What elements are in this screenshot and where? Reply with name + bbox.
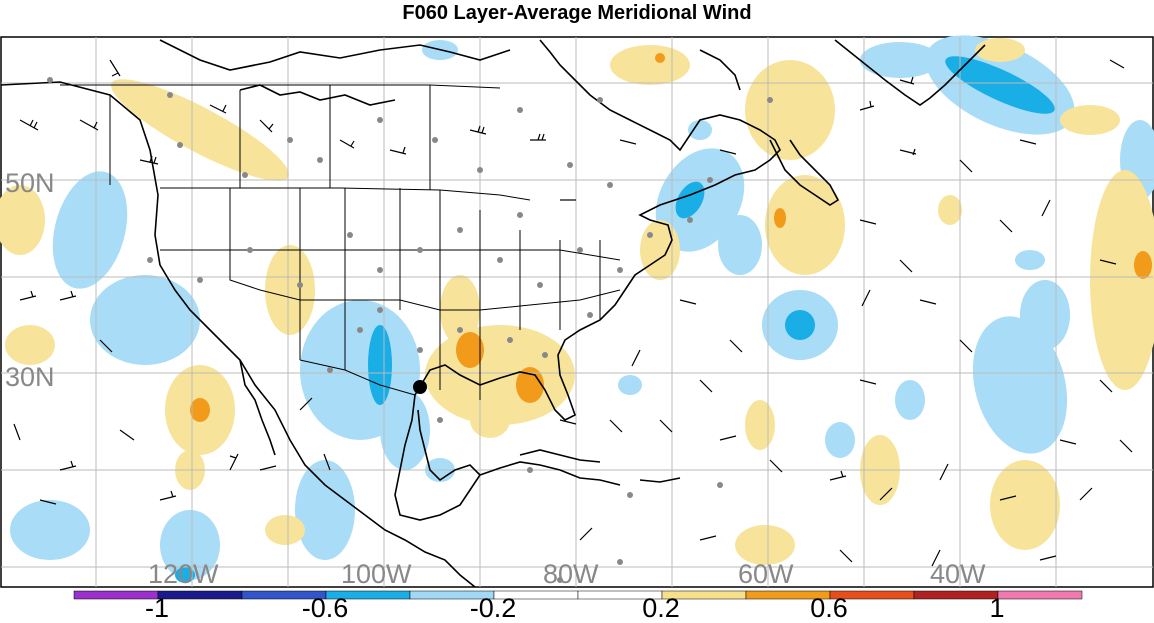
lon-label-60w: 60W: [738, 559, 794, 589]
colorbar-boxes: [73, 590, 1083, 600]
map-title: F060 Layer-Average Meridional Wind: [402, 2, 752, 24]
marker-dot: [413, 380, 427, 394]
lon-label-40w: 40W: [930, 559, 986, 589]
colorbar-label: 1: [989, 593, 1005, 623]
colorbar-box: [157, 590, 243, 600]
lat-label-50n: 50N: [5, 168, 55, 198]
colorbar: [73, 590, 1083, 600]
colorbar-label: -0.2: [469, 593, 517, 623]
colorbar-label: -0.6: [301, 593, 349, 623]
colorbar-label: -1: [144, 593, 170, 623]
colorbar-box: [997, 590, 1083, 600]
lat-label-30n: 30N: [5, 362, 55, 392]
latitude-labels: 50N 30N: [5, 168, 55, 392]
meridional-wind-map: 50N 30N 120W 100W 80W 60W 40W: [0, 35, 1154, 589]
colorbar-box: [913, 590, 999, 600]
coastlines: [0, 39, 986, 588]
wind-barbs: [13, 59, 1133, 567]
station-dots: [47, 77, 773, 583]
lon-label-80w: 80W: [543, 559, 599, 589]
lon-label-100w: 100W: [341, 559, 412, 589]
lat-lon-grid: [1, 37, 1153, 587]
colorbar-label: 0.6: [810, 593, 848, 623]
colorbar-label: 0.2: [642, 593, 680, 623]
lon-label-120w: 120W: [148, 559, 219, 589]
wind-shading: [0, 35, 1154, 583]
longitude-labels: 120W 100W 80W 60W 40W: [148, 559, 986, 589]
